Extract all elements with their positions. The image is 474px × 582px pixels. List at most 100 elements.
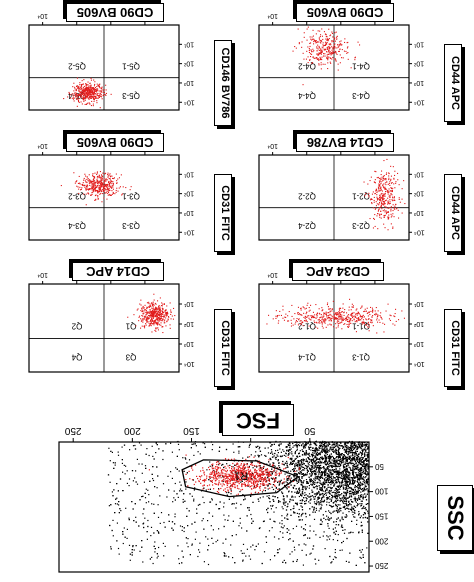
fsc-ssc-point — [267, 447, 269, 449]
fsc-ssc-point — [194, 441, 196, 443]
fsc-ssc-point — [329, 482, 331, 484]
fsc-ssc-point — [247, 477, 250, 480]
fsc-ssc-point — [298, 508, 300, 511]
fsc-ssc-point — [174, 516, 176, 518]
fsc-ssc-point — [293, 445, 295, 447]
fsc-ssc-point — [294, 441, 296, 443]
fsc-ssc-point — [210, 471, 212, 473]
fsc-ssc-point — [131, 501, 133, 503]
fsc-ssc-point — [291, 551, 293, 553]
fsc-ssc-point — [248, 509, 250, 511]
fsc-ssc-point — [363, 479, 365, 481]
fsc-ssc-point — [297, 492, 299, 494]
cd34_cd31-point — [337, 324, 339, 326]
fsc-ssc-point — [311, 484, 313, 486]
fsc-ssc-point — [361, 483, 363, 485]
fsc-ssc-point — [274, 465, 276, 467]
fsc-ssc-point — [218, 472, 220, 474]
fsc-ssc-point — [244, 483, 246, 485]
fsc-ssc-point — [283, 464, 285, 466]
fsc-ssc-point — [332, 448, 334, 450]
fsc-ssc-point — [324, 442, 326, 445]
fsc-ssc-point — [349, 479, 351, 482]
fsc-ssc-point — [224, 553, 226, 555]
fsc-ssc-point — [258, 486, 261, 488]
fsc-ssc-point — [354, 452, 356, 455]
fsc-ssc-point — [316, 450, 318, 452]
fsc-ssc-point — [218, 461, 220, 463]
fsc-ssc-point — [349, 487, 351, 489]
fsc-ssc-point — [298, 544, 300, 546]
fsc-ssc-point — [359, 459, 361, 461]
fsc-ssc-point — [262, 474, 264, 476]
fsc-ssc-point — [293, 470, 295, 472]
cd34_cd31-point — [347, 315, 349, 317]
fsc-ssc-point — [286, 495, 288, 497]
fsc-ssc-point — [322, 458, 324, 460]
fsc-ssc-point — [332, 481, 334, 483]
fsc-ssc-point — [354, 454, 356, 456]
fsc-ssc-point — [119, 478, 122, 480]
fsc-ssc-point — [112, 462, 114, 464]
fsc-ssc-point — [182, 498, 184, 501]
fsc-ssc-point — [229, 488, 231, 490]
fsc-ssc-point — [255, 446, 257, 448]
fsc-ssc-point — [250, 454, 252, 456]
fsc-ssc-point — [309, 502, 311, 504]
fsc-ssc-point — [335, 470, 337, 472]
fsc-ssc-point — [335, 449, 338, 452]
fsc-ssc-point — [316, 485, 318, 487]
fsc-ssc-point — [365, 482, 368, 484]
fsc-ssc-point — [300, 494, 302, 496]
fsc-ssc-point — [237, 477, 240, 479]
fsc-ssc-point — [303, 469, 305, 471]
fsc-ssc-point — [268, 530, 271, 532]
fsc-ssc-point — [356, 450, 358, 452]
fsc-ssc-point — [302, 450, 304, 452]
fsc-ssc-point — [347, 487, 349, 489]
fsc-ssc-point — [280, 451, 282, 453]
fsc-ssc-point — [146, 448, 148, 450]
fsc-ssc-point — [353, 511, 355, 513]
fsc-ssc-point — [263, 479, 265, 481]
fsc-ssc-point — [326, 539, 328, 541]
fsc-ssc-point — [317, 497, 319, 499]
fsc-ssc-point — [364, 455, 366, 457]
fsc-ssc-point — [349, 478, 351, 480]
fsc-ssc-point — [302, 473, 304, 475]
fsc-ssc-point — [330, 469, 332, 471]
fsc-ssc-point — [248, 470, 250, 472]
fsc-ssc-point — [242, 559, 244, 561]
fsc-ssc-point — [345, 494, 347, 496]
fsc-ssc-point — [315, 453, 317, 455]
fsc-ssc-point — [268, 459, 270, 461]
cd34_cd31-point — [344, 317, 346, 319]
fsc-ssc-point — [311, 465, 314, 467]
fsc-ssc-point — [194, 441, 197, 443]
fsc-ssc-point — [319, 523, 321, 525]
fsc-ssc-point — [198, 480, 200, 482]
fsc-ssc-point — [188, 470, 190, 472]
fsc-ssc-point — [353, 508, 355, 511]
fsc-ssc-point — [339, 472, 342, 474]
y-tick-label-4: 250 — [374, 561, 388, 570]
fsc-ssc-point — [340, 481, 342, 483]
fsc-ssc-point — [269, 457, 271, 460]
fsc-ssc-point — [287, 456, 289, 459]
fsc-ssc-point — [186, 507, 188, 510]
fsc-ssc-point — [283, 500, 285, 502]
fsc-ssc-point — [304, 485, 306, 488]
fsc-ssc-point — [334, 533, 337, 535]
fsc-ssc-point — [330, 465, 332, 467]
fsc-ssc-point — [270, 449, 273, 451]
fsc-ssc-point — [325, 494, 327, 496]
fsc-ssc-point — [226, 469, 228, 471]
fsc-ssc-point — [365, 470, 367, 472]
fsc-ssc-point — [313, 452, 315, 454]
fsc-ssc-point — [348, 458, 351, 460]
fsc-ssc-point — [360, 482, 362, 484]
fsc-ssc-point — [336, 460, 338, 462]
fsc-ssc-point — [236, 462, 238, 464]
fsc-ssc-point — [218, 508, 220, 510]
fsc-ssc-point — [202, 467, 204, 469]
